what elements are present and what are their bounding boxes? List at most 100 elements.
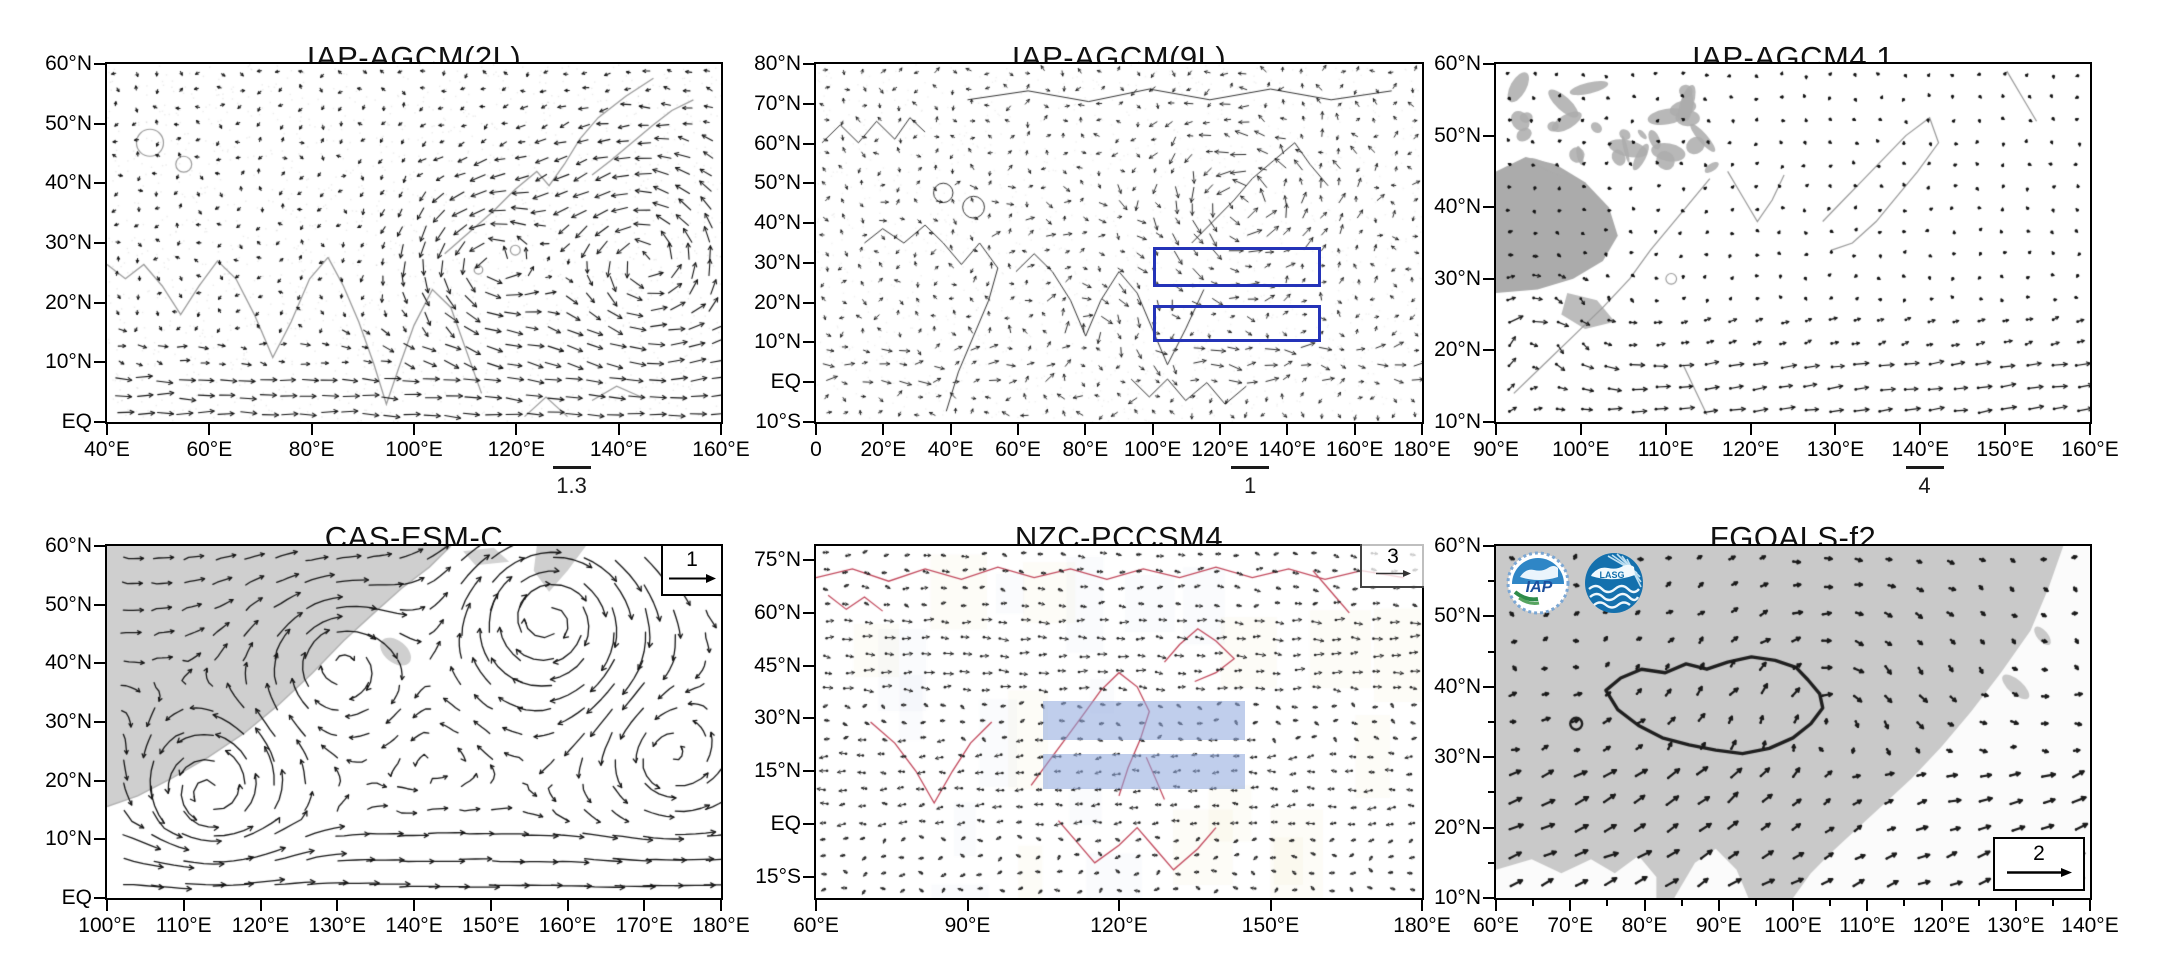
y-axis-label: 50°N bbox=[45, 592, 92, 616]
x-axis-tick bbox=[720, 900, 722, 911]
x-axis-tick bbox=[1286, 424, 1289, 435]
x-axis-tick bbox=[1421, 424, 1423, 435]
reference-arrow-icon bbox=[669, 574, 716, 583]
y-axis-label: 10°N bbox=[1434, 886, 1481, 909]
y-axis-label: 50°N bbox=[1434, 123, 1481, 147]
x-axis-tick bbox=[815, 900, 817, 911]
y-axis-tick bbox=[803, 421, 814, 423]
y-axis-label: EQ bbox=[770, 812, 801, 836]
highlight-region bbox=[1043, 700, 1246, 740]
x-axis-label: 130°E bbox=[308, 914, 366, 937]
y-axis-tick bbox=[94, 242, 105, 244]
x-axis-label: 100°E bbox=[1123, 438, 1182, 461]
x-axis-label: 60°E bbox=[1473, 914, 1519, 937]
wind-vector-field bbox=[107, 64, 721, 422]
reference-scale-bar bbox=[1231, 466, 1270, 469]
x-axis-tick bbox=[1717, 900, 1720, 911]
x-axis-tick bbox=[566, 900, 569, 911]
x-axis-label: 60°E bbox=[186, 438, 233, 461]
x-axis-label: 170°E bbox=[615, 914, 673, 937]
y-axis-minor-tick bbox=[1488, 650, 1494, 653]
x-axis-label: 130°E bbox=[1806, 438, 1865, 461]
y-axis-tick bbox=[1483, 615, 1494, 618]
x-axis-tick bbox=[1151, 424, 1154, 435]
wind-vector-field bbox=[816, 546, 1422, 898]
x-axis-tick bbox=[1919, 424, 1922, 435]
x-axis-label: 110°E bbox=[1839, 914, 1896, 937]
y-axis-label: 40°N bbox=[754, 211, 801, 235]
y-axis-tick bbox=[803, 664, 814, 667]
x-axis-tick bbox=[617, 424, 620, 435]
y-axis-label: 10°N bbox=[45, 827, 92, 851]
x-axis-label: 120°E bbox=[487, 438, 546, 461]
x-axis-tick bbox=[208, 424, 211, 435]
y-axis-tick bbox=[1483, 685, 1494, 688]
y-axis-tick bbox=[1483, 897, 1494, 899]
y-axis-minor-tick bbox=[1488, 721, 1494, 723]
y-axis-label: 20°N bbox=[754, 290, 801, 314]
y-axis-tick bbox=[1483, 756, 1494, 759]
x-axis-tick bbox=[1495, 424, 1497, 435]
y-axis-tick bbox=[1483, 826, 1494, 829]
x-axis-tick bbox=[310, 424, 313, 435]
y-axis-tick bbox=[1483, 421, 1494, 423]
x-axis-tick bbox=[1569, 900, 1572, 911]
wind-vector-field bbox=[816, 64, 1422, 422]
x-axis-label: 100°E bbox=[385, 438, 443, 461]
x-axis-label: 0 bbox=[810, 438, 822, 461]
x-axis-tick bbox=[643, 900, 646, 911]
x-axis-tick bbox=[1643, 900, 1646, 911]
map-plot: 1 60°N 50°N 40°N 30°N 20°N 10°N EQ 100°E 110°E 12… bbox=[45, 534, 750, 937]
y-axis-tick bbox=[1483, 206, 1494, 209]
x-axis-label: 180°E bbox=[692, 914, 750, 937]
lasg-logo-text: LASG bbox=[1599, 570, 1624, 580]
x-axis-tick bbox=[1866, 900, 1869, 911]
y-axis-tick bbox=[803, 611, 814, 614]
y-axis-label: EQ bbox=[770, 370, 801, 394]
y-axis-label: EQ bbox=[61, 410, 92, 433]
x-axis-tick bbox=[1664, 424, 1667, 435]
y-axis-tick bbox=[803, 717, 814, 720]
y-axis-tick bbox=[803, 341, 814, 344]
x-axis-tick bbox=[1749, 424, 1752, 435]
highlight-box bbox=[1152, 304, 1321, 343]
y-axis-label: EQ bbox=[61, 886, 92, 909]
y-axis-label: 40°N bbox=[45, 651, 92, 675]
x-axis-label: 40°E bbox=[927, 438, 974, 461]
panel-title: IAP-AGCM4.1 bbox=[1692, 39, 1894, 75]
highlight-region bbox=[1043, 753, 1246, 789]
map-plot: IAP LASG 2 bbox=[1434, 534, 2119, 937]
y-axis-tick bbox=[803, 102, 814, 105]
y-axis-tick bbox=[803, 182, 814, 185]
x-axis-label: 120°E bbox=[1090, 914, 1148, 937]
y-axis-label: 10°S bbox=[755, 410, 801, 433]
y-axis-tick bbox=[94, 122, 105, 125]
reference-scale-value: 4 bbox=[1918, 473, 1931, 498]
x-axis-label: 100°E bbox=[1764, 914, 1822, 937]
x-axis-label: 130°E bbox=[1987, 914, 2045, 937]
x-axis-label: 150°E bbox=[1241, 914, 1300, 937]
y-axis-tick bbox=[94, 779, 105, 782]
y-axis-tick bbox=[803, 142, 814, 145]
y-axis-tick bbox=[94, 721, 105, 723]
y-axis-label: 60°N bbox=[45, 534, 92, 557]
y-axis-label: 30°N bbox=[1434, 745, 1481, 769]
map-plot: 80°N 70°N 60°N 50°N 40°N 30°N 20°N 10°N EQ 10°S 0 2… bbox=[754, 52, 1451, 461]
y-axis-label: 30°N bbox=[754, 250, 801, 274]
x-axis-minor-tick bbox=[1977, 900, 1980, 906]
y-axis-label: 20°N bbox=[45, 768, 92, 792]
y-axis-label: 30°N bbox=[754, 706, 801, 730]
reference-scale: 1 bbox=[1215, 466, 1285, 499]
y-axis-tick bbox=[803, 222, 814, 225]
y-axis-tick bbox=[803, 63, 814, 65]
y-axis-label: 40°N bbox=[1434, 674, 1481, 698]
reference-vector-value: 3 bbox=[1387, 545, 1399, 568]
x-axis-tick bbox=[1084, 424, 1087, 435]
map-plot: 60°N 50°N 40°N 30°N 20°N 10°N 90°E 100°E 110°E 12… bbox=[1434, 52, 2119, 461]
y-axis-label: 60°N bbox=[754, 600, 801, 624]
y-axis-tick bbox=[94, 662, 105, 665]
x-axis-label: 90°E bbox=[1473, 438, 1519, 461]
reference-arrow-icon bbox=[2007, 868, 2072, 877]
